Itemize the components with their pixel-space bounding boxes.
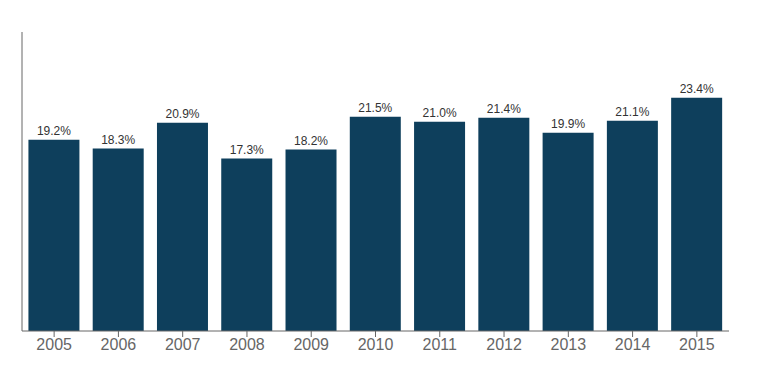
svg-text:2008: 2008: [229, 336, 265, 353]
svg-text:21.4%: 21.4%: [487, 102, 521, 116]
svg-text:2012: 2012: [486, 336, 522, 353]
svg-text:21.5%: 21.5%: [358, 101, 392, 115]
svg-text:17.3%: 17.3%: [230, 143, 264, 157]
svg-text:2011: 2011: [423, 336, 458, 353]
svg-text:2005: 2005: [36, 336, 72, 353]
svg-text:2010: 2010: [358, 336, 394, 353]
svg-text:21.0%: 21.0%: [423, 106, 457, 120]
svg-text:19.9%: 19.9%: [551, 117, 585, 131]
svg-text:2015: 2015: [679, 336, 715, 353]
svg-text:21.1%: 21.1%: [615, 105, 649, 119]
svg-text:2006: 2006: [101, 336, 137, 353]
svg-text:20.9%: 20.9%: [165, 107, 199, 121]
svg-text:23.4%: 23.4%: [680, 82, 714, 96]
svg-text:18.3%: 18.3%: [101, 133, 135, 147]
svg-text:2009: 2009: [293, 336, 329, 353]
svg-text:2014: 2014: [615, 336, 651, 353]
svg-text:2007: 2007: [165, 336, 201, 353]
svg-text:19.2%: 19.2%: [37, 124, 71, 138]
svg-text:18.2%: 18.2%: [294, 134, 328, 148]
svg-text:2013: 2013: [551, 336, 587, 353]
